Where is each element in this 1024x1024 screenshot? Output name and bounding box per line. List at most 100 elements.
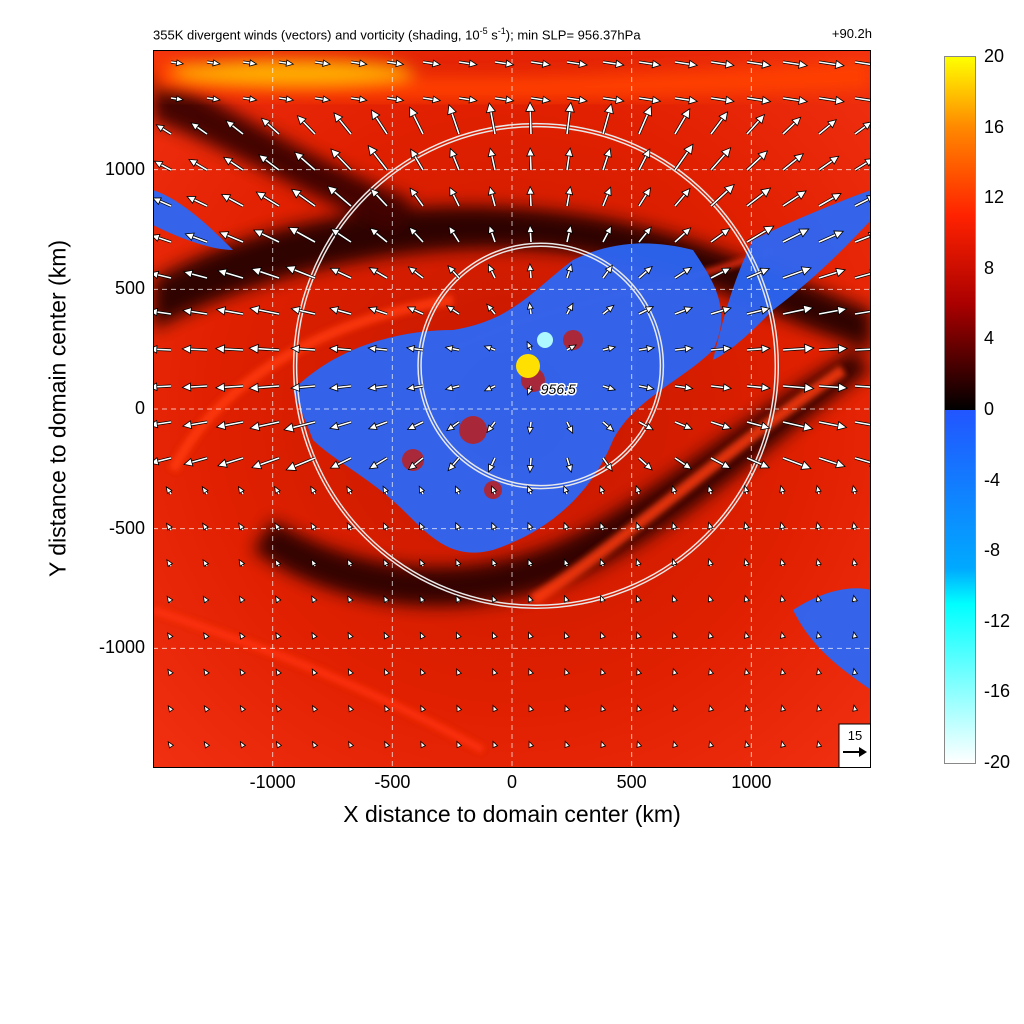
wind-vector <box>599 558 606 567</box>
wind-vector <box>153 456 172 466</box>
wind-vector <box>455 631 462 640</box>
wind-vector <box>448 225 461 243</box>
wind-vector <box>673 108 691 135</box>
wind-vector <box>153 307 172 317</box>
wind-vector <box>260 117 280 136</box>
wind-vector <box>526 147 535 171</box>
wind-vector <box>310 485 317 495</box>
wind-vector <box>491 521 498 531</box>
forecast-time: +90.2h <box>831 26 872 41</box>
wind-vector <box>600 667 607 676</box>
wind-vector <box>564 185 574 207</box>
wind-vector <box>854 96 871 102</box>
wind-vector <box>330 228 352 244</box>
wind-vector <box>818 59 845 70</box>
wind-vector <box>293 151 316 172</box>
wind-vector <box>445 305 460 316</box>
wind-vector <box>746 95 772 105</box>
wind-vector <box>347 668 354 676</box>
wind-vector <box>239 668 246 677</box>
wind-vector <box>275 631 282 640</box>
wind-vector <box>782 420 814 432</box>
wind-vector <box>275 740 283 749</box>
y-tick-label: -1000 <box>98 637 145 658</box>
wind-vector <box>383 668 390 676</box>
wind-vector <box>782 190 807 208</box>
wind-vector <box>565 302 574 315</box>
wind-vector <box>420 668 427 676</box>
wind-vector <box>239 704 247 713</box>
wind-vector <box>220 193 244 208</box>
wind-vector <box>314 95 332 103</box>
wind-vector <box>447 103 461 135</box>
wind-vector <box>422 59 442 68</box>
wind-vector <box>458 59 478 68</box>
wind-vector <box>527 485 534 495</box>
wind-vector <box>746 225 775 244</box>
wind-vector <box>746 420 771 431</box>
distance-ring <box>417 242 665 490</box>
wind-vector <box>419 594 426 603</box>
wind-vector <box>673 187 691 207</box>
wind-vector <box>326 185 352 208</box>
wind-vector <box>674 95 699 105</box>
wind-vector <box>311 668 318 677</box>
wind-vector <box>601 186 612 207</box>
wind-vector <box>449 186 461 207</box>
wind-vector <box>779 594 786 603</box>
wind-vector <box>153 233 172 244</box>
wind-vector <box>419 631 426 640</box>
wind-vector <box>601 103 614 135</box>
wind-vector <box>312 740 319 749</box>
wind-vector <box>238 522 245 531</box>
wind-vector <box>248 343 280 354</box>
wind-vector <box>851 594 858 603</box>
wind-vector <box>674 306 694 316</box>
wind-vector <box>854 306 871 316</box>
wind-vector <box>383 631 390 640</box>
wind-vector <box>599 484 606 495</box>
wind-vector <box>637 148 651 171</box>
wind-vector <box>708 631 714 639</box>
wind-vector <box>710 59 735 69</box>
wind-vector <box>816 704 823 712</box>
wind-vector <box>454 485 462 495</box>
wind-vector <box>565 421 574 435</box>
wind-vector <box>854 158 871 172</box>
wind-vector <box>278 95 295 103</box>
wind-vector <box>674 420 694 430</box>
wind-vector <box>563 521 570 531</box>
wind-vector <box>483 384 496 392</box>
wind-vector <box>488 224 497 243</box>
wind-vector <box>386 95 405 104</box>
wind-vector <box>455 521 462 531</box>
wind-vector <box>745 150 769 172</box>
wind-vector <box>314 59 332 67</box>
wind-vector <box>216 268 244 280</box>
wind-vector <box>671 557 678 567</box>
wind-vector <box>215 306 244 316</box>
wind-vector <box>637 226 652 243</box>
wind-vector <box>333 112 353 135</box>
wind-vector <box>636 667 643 676</box>
min-slp-label: 956.5 <box>541 381 576 397</box>
wind-vector <box>673 227 692 244</box>
wind-vector <box>456 740 463 749</box>
wind-vector <box>635 594 642 603</box>
wind-vector <box>218 231 244 244</box>
wind-vector <box>599 521 606 531</box>
wind-vector <box>710 95 735 105</box>
wind-vector <box>330 148 353 172</box>
x-axis-title: X distance to domain center (km) <box>343 801 681 827</box>
wind-vector <box>202 595 210 604</box>
wind-vector <box>528 704 535 713</box>
wind-vector <box>707 557 714 567</box>
wind-vector <box>635 484 642 495</box>
wind-vector <box>447 457 461 472</box>
wind-vector <box>190 122 208 136</box>
colorbar-tick-label: 20 <box>984 46 1005 66</box>
wind-vector <box>638 420 655 431</box>
wind-vector <box>409 106 425 135</box>
y-tick-label: 1000 <box>104 158 145 179</box>
wind-vector <box>274 485 281 495</box>
